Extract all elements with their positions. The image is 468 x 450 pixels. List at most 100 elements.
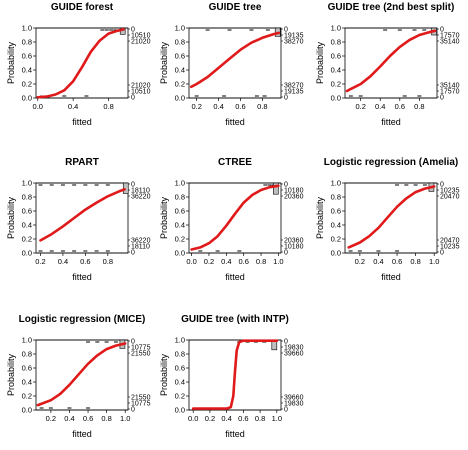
chart-panel-7: Logistic regression (MICE) 0.2 0.4 0.6 0.8 1.…: [6, 314, 151, 439]
right-axis-label: 35140: [440, 39, 460, 46]
y-tick-label: 0.0: [331, 249, 341, 258]
right-axis-label: 36220: [131, 238, 151, 245]
plot-frame: [35, 27, 129, 99]
fitted-curve: [189, 31, 281, 89]
y-tick-label: 1.0: [175, 179, 185, 188]
x-tick-label: 0.4: [221, 257, 231, 266]
right-axis-label: 10180: [284, 188, 304, 195]
right-axis-label: 17570: [440, 33, 460, 40]
x-tick-label: 0.6: [395, 102, 405, 111]
x-tick-label: 1.0: [272, 414, 282, 423]
right-axis-label: 0: [284, 95, 288, 102]
x-tick-label: 0.8: [410, 257, 420, 266]
y-tick-label: 0.2: [175, 392, 185, 401]
y-axis-label: Probability: [6, 41, 16, 84]
y-axis-label: Probability: [159, 353, 169, 396]
fitted-curve: [190, 184, 280, 251]
right-axis-label: 17570: [440, 89, 460, 96]
chart-title: GUIDE tree: [209, 2, 262, 13]
x-tick-label: 0.4: [373, 257, 383, 266]
x-tick-label: 0.6: [238, 257, 248, 266]
x-tick-label: 1.0: [120, 414, 130, 423]
right-axis-label: 0: [284, 250, 288, 257]
y-tick-label: 0.4: [331, 221, 341, 230]
y-tick-label: 1.0: [175, 24, 185, 33]
y-tick-label: 0.8: [22, 350, 32, 359]
right-axis-label: 18110: [131, 244, 150, 251]
y-tick-label: 0.0: [22, 249, 32, 258]
plot-frame: [344, 27, 438, 99]
density-box: [122, 182, 129, 194]
x-tick-label: 0.0: [188, 414, 198, 423]
right-axis-label: 10510: [131, 89, 151, 96]
y-tick-label: 1.0: [331, 24, 341, 33]
x-tick-label: 0.4: [58, 257, 68, 266]
right-axis-label: 10775: [131, 345, 151, 352]
right-axis-label: 21020: [131, 83, 151, 90]
right-axis-label: 21020: [131, 39, 151, 46]
x-axis-label: fitted: [72, 272, 92, 282]
y-tick-label: 0.8: [331, 193, 341, 202]
fitted-curve: [39, 188, 126, 242]
y-tick-label: 1.0: [22, 336, 32, 345]
x-axis-label: fitted: [381, 117, 401, 127]
chart-title: Logistic regression (MICE): [19, 314, 146, 325]
y-tick-label: 0.6: [175, 364, 185, 373]
chart-title: Logistic regression (Amelia): [324, 157, 458, 168]
right-axis-label: 0: [284, 27, 288, 34]
y-tick-label: 0.2: [331, 235, 341, 244]
y-tick-label: 0.0: [22, 94, 32, 103]
right-axis-label: 20360: [284, 194, 304, 201]
right-axis-label: 21550: [131, 395, 151, 402]
y-axis-label: Probability: [159, 196, 169, 239]
right-axis-label: 0: [284, 339, 288, 346]
chart-title: RPART: [65, 157, 99, 168]
y-tick-label: 0.6: [331, 52, 341, 61]
fitted-curve: [347, 185, 436, 249]
y-tick-label: 1.0: [22, 24, 32, 33]
x-tick-label: 0.6: [83, 414, 93, 423]
x-tick-label: 0.4: [64, 414, 74, 423]
y-tick-label: 0.2: [22, 392, 32, 401]
x-axis-label: fitted: [72, 429, 92, 439]
y-tick-label: 0.2: [22, 235, 32, 244]
y-tick-label: 0.6: [22, 364, 32, 373]
y-tick-label: 0.8: [175, 193, 185, 202]
x-axis-label: fitted: [72, 117, 92, 127]
x-axis-label: fitted: [225, 117, 245, 127]
right-axis-label: 38270: [284, 39, 304, 46]
y-tick-label: 0.8: [175, 350, 185, 359]
x-tick-label: 0.8: [101, 414, 111, 423]
x-tick-label: 0.2: [355, 257, 365, 266]
y-tick-label: 0.0: [175, 406, 185, 415]
right-axis-label: 0: [284, 182, 288, 189]
right-axis-label: 0: [284, 407, 288, 414]
right-axis-label: 20360: [284, 238, 304, 245]
right-axis-label: 21550: [131, 351, 151, 358]
x-tick-label: 0.8: [257, 102, 267, 111]
x-tick-label: 0.2: [191, 102, 201, 111]
x-axis-label: fitted: [225, 272, 245, 282]
right-axis-label: 0: [440, 250, 444, 257]
y-tick-label: 0.2: [175, 80, 185, 89]
chart-panel-5: CTREE 0.0 0.2 0.4 0.6 0.8 1.0 0.0 0.2 0.4 0.6 0.8 1.…: [159, 157, 304, 282]
right-axis-label: 0: [131, 27, 135, 34]
fitted-curve: [36, 28, 125, 99]
x-tick-label: 0.8: [256, 257, 266, 266]
y-tick-label: 0.4: [175, 66, 185, 75]
x-tick-label: 0.4: [213, 102, 223, 111]
y-tick-label: 1.0: [175, 336, 185, 345]
x-tick-label: 0.6: [235, 102, 245, 111]
right-axis-label: 10235: [440, 188, 460, 195]
chart-title: GUIDE forest: [51, 2, 114, 13]
y-axis-label: Probability: [159, 41, 169, 84]
y-tick-label: 0.8: [22, 193, 32, 202]
right-axis-label: 19135: [284, 89, 304, 96]
x-tick-label: 0.2: [355, 102, 365, 111]
y-tick-label: 0.0: [175, 94, 185, 103]
density-box: [272, 182, 279, 195]
right-axis-label: 0: [131, 182, 135, 189]
right-axis-label: 38270: [284, 83, 304, 90]
